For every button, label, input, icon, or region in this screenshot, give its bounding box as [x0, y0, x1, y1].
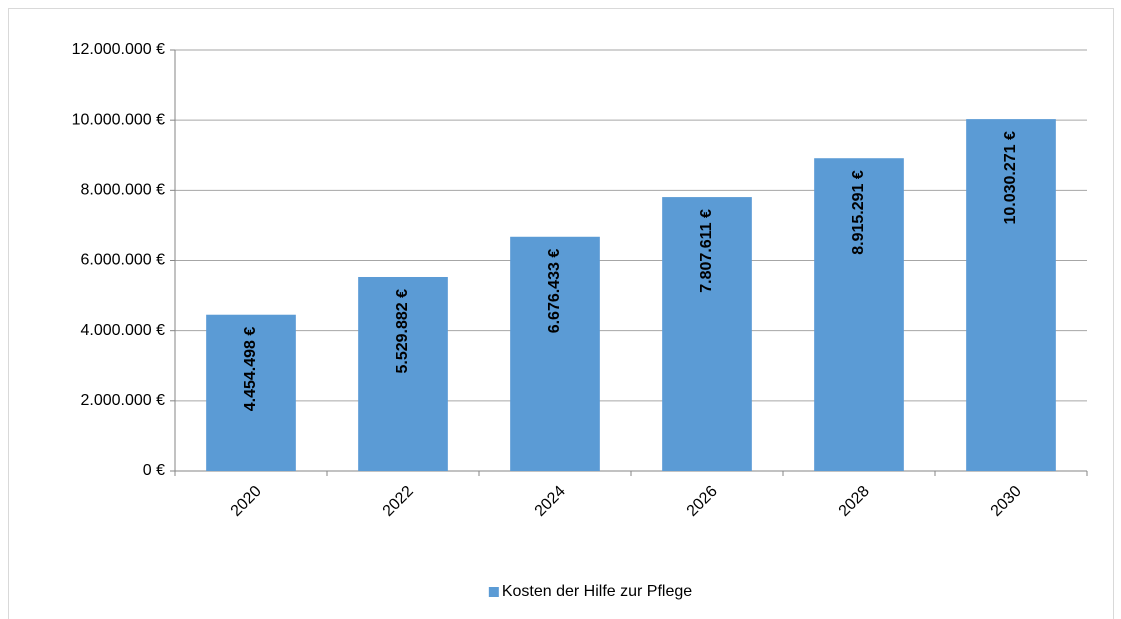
- x-tick-label: 2024: [532, 483, 569, 520]
- chart-border: [8, 8, 1114, 619]
- y-tick-label: 2.000.000 €: [80, 392, 165, 409]
- x-tick-label: 2020: [228, 483, 265, 520]
- value-label: 7.807.611 €: [698, 209, 715, 293]
- bar: [510, 236, 600, 471]
- value-label: 5.529.882 €: [394, 289, 411, 374]
- y-tick-label: 10.000.000 €: [72, 111, 166, 128]
- y-tick-label: 12.000.000 €: [72, 41, 166, 58]
- value-label: 6.676.433 €: [546, 249, 563, 334]
- y-tick-label: 8.000.000 €: [80, 182, 165, 199]
- legend-swatch: [488, 587, 499, 597]
- bar: [814, 158, 904, 472]
- value-label: 8.915.291 €: [850, 170, 867, 255]
- x-tick-label: 2026: [684, 483, 721, 520]
- bar: [206, 314, 296, 471]
- y-tick-label: 0 €: [143, 462, 165, 479]
- value-label: 4.454.498 €: [242, 327, 259, 412]
- bar: [662, 197, 752, 471]
- y-tick-label: 4.000.000 €: [80, 322, 165, 339]
- bar: [966, 119, 1056, 471]
- bar: [358, 276, 448, 471]
- value-label: 10.030.271 €: [1002, 131, 1019, 225]
- y-tick-label: 6.000.000 €: [80, 252, 165, 269]
- legend-label: Kosten der Hilfe zur Pflege: [502, 583, 692, 600]
- x-tick-label: 2030: [988, 483, 1025, 520]
- x-tick-label: 2022: [380, 483, 417, 520]
- x-tick-label: 2028: [836, 483, 873, 520]
